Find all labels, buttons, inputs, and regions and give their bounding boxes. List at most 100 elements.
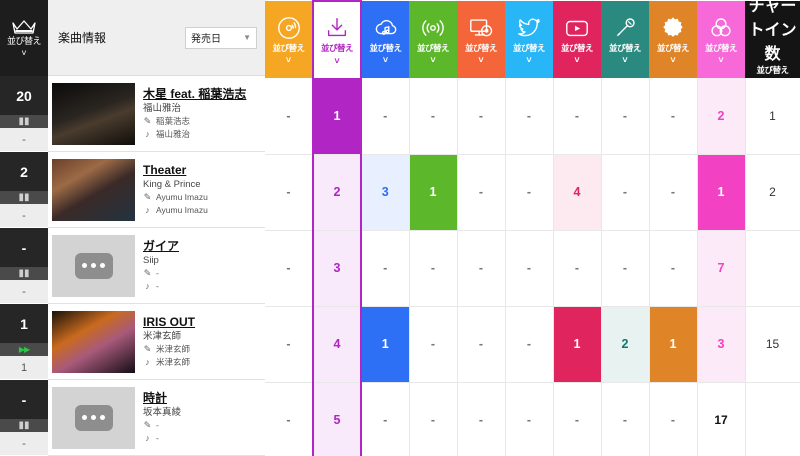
song-row[interactable]: ガイア Siip ✎ - ♪ - (48, 228, 265, 304)
column-header-cd[interactable]: 並び替え ˅ (265, 1, 313, 78)
chevron-down-icon[interactable]: ˅ (718, 55, 724, 66)
song-row[interactable]: 時計 坂本真綾 ✎ - ♪ - (48, 380, 265, 456)
metric-cell-download: 3 (312, 230, 362, 307)
metric-cell-pc: - (457, 78, 506, 155)
song-meta: IRIS OUT 米津玄師 ✎ 米津玄師 ♪ 米津玄師 (143, 315, 195, 369)
album-artwork (52, 310, 135, 373)
chevron-down-icon[interactable]: ˅ (478, 55, 484, 66)
broadcast-icon (420, 14, 446, 42)
trend-flat-icon: ▮▮ (0, 191, 48, 204)
metric-cell-twitter: - (505, 78, 554, 155)
column-header-streaming_cloud[interactable]: 並び替え ˅ (361, 1, 409, 78)
metric-cell-chartin: 1 (745, 78, 800, 155)
column-header-combined[interactable]: 並び替え ˅ (697, 1, 745, 78)
pencil-icon: ✎ (143, 419, 152, 430)
metric-cell-combined: 3 (697, 306, 746, 383)
song-row[interactable]: Theater King & Prince ✎ Ayumu Imazu ♪ Ayumu I… (48, 152, 265, 228)
sort-label: 並び替え (464, 42, 498, 53)
song-title-link[interactable]: IRIS OUT (143, 314, 196, 329)
sort-label: 並び替え (608, 42, 642, 53)
chevron-down-icon[interactable]: ˅ (21, 47, 27, 58)
song-row[interactable]: 木星 feat. 稲葉浩志 福山雅治 ✎ 稲葉浩志 ♪ 福山雅治 (48, 76, 265, 152)
composer-credit: ♪ - (143, 433, 181, 445)
column-header-youtube[interactable]: 並び替え ˅ (553, 1, 601, 78)
album-artwork (52, 82, 135, 145)
metric-cell-combined: 2 (697, 78, 746, 155)
rank-column-header[interactable]: 並び替え ˅ (0, 0, 48, 76)
metric-cell-download: 4 (312, 306, 362, 383)
artist-name: King & Prince (143, 178, 201, 190)
youtube-play-icon (564, 14, 590, 42)
no-image-icon (74, 252, 113, 279)
pencil-icon: ✎ (143, 115, 152, 126)
column-header-download[interactable]: 並び替え ˅ (312, 0, 362, 78)
sort-label: 並び替え (656, 42, 690, 53)
chevron-down-icon[interactable]: ˅ (622, 55, 628, 66)
metrics-header-row: 並び替え ˅ 並び替え ˅ 並び替え ˅ 並び替え ˅ 並び替え ˅ 並び替え ˅ 並び替え ˅ 並び替え ˅… (265, 0, 800, 87)
previous-rank: - (0, 432, 48, 456)
lyricist-credit: ✎ Ayumu Imazu (143, 192, 208, 204)
column-header-pc[interactable]: 並び替え ˅ (457, 1, 505, 78)
rank-cells: 20 ▮▮ -2 ▮▮ - - ▮▮ -1 ▶▶ 1- ▮▮ - (0, 76, 48, 456)
metric-cell-cd: - (265, 382, 314, 456)
column-header-karaoke[interactable]: 並び替え ˅ (601, 1, 649, 78)
rank-cell: 20 ▮▮ - (0, 76, 48, 152)
metric-cell-youtube: 1 (553, 306, 602, 383)
sort-label: 並び替え (704, 42, 738, 53)
song-title-link[interactable]: 時計 (143, 390, 168, 405)
composer-credit: ♪ 福山雅治 (143, 129, 246, 141)
column-header-radio[interactable]: 並び替え ˅ (409, 1, 457, 78)
rank-cell: - ▮▮ - (0, 228, 48, 304)
album-artwork (52, 158, 135, 221)
chevron-down-icon[interactable]: ˅ (334, 55, 340, 66)
chevron-down-icon[interactable]: ˅ (670, 55, 676, 66)
lyricist-name: - (156, 268, 159, 279)
chevron-down-icon[interactable]: ˅ (769, 77, 776, 88)
metric-cell-karaoke: - (601, 154, 650, 231)
metric-cell-radio: 1 (409, 154, 458, 231)
lyricist-credit: ✎ - (143, 420, 181, 432)
column-header-chartin[interactable]: チャートイン数 並び替え ˅ (745, 0, 800, 87)
metric-cell-streaming_cloud: 3 (361, 154, 410, 231)
metric-cell-karaoke: - (601, 230, 650, 307)
thumbnail-placeholder (52, 234, 135, 297)
venn-circles-icon (708, 14, 734, 42)
table-row: -3-------7 (265, 230, 800, 307)
sort-label: 並び替え (416, 42, 450, 53)
metric-cell-cd: - (265, 78, 314, 155)
metric-cell-karaoke: - (601, 78, 650, 155)
song-meta: 木星 feat. 稲葉浩志 福山雅治 ✎ 稲葉浩志 ♪ 福山雅治 (143, 87, 246, 141)
metric-cell-combined: 7 (697, 230, 746, 307)
music-note-icon: ♪ (145, 356, 150, 367)
song-title-link[interactable]: Theater (143, 162, 187, 177)
sort-label: 並び替え (560, 42, 594, 53)
trend-up-icon: ▶▶ (0, 343, 48, 356)
song-title-link[interactable]: 木星 feat. 稲葉浩志 (143, 86, 247, 101)
chevron-down-icon[interactable]: ˅ (574, 55, 580, 66)
sort-label: 並び替え (512, 42, 546, 53)
metric-cell-cd: - (265, 306, 314, 383)
sort-field-select[interactable]: 発売日 ▼ (185, 26, 257, 49)
composer-credit: ♪ 米津玄師 (143, 357, 195, 369)
chevron-down-icon[interactable]: ˅ (382, 55, 389, 66)
pencil-icon: ✎ (143, 343, 152, 354)
song-meta: 時計 坂本真綾 ✎ - ♪ - (143, 391, 181, 445)
microphone-icon (612, 14, 638, 42)
metric-cell-karaoke: - (601, 382, 650, 456)
song-title-link[interactable]: ガイア (143, 238, 180, 253)
current-rank: 20 (0, 76, 48, 115)
metric-cell-twitter: - (505, 306, 554, 383)
chevron-down-icon[interactable]: ˅ (526, 55, 532, 66)
song-row[interactable]: IRIS OUT 米津玄師 ✎ 米津玄師 ♪ 米津玄師 (48, 304, 265, 380)
chevron-down-icon[interactable]: ˅ (430, 55, 436, 66)
song-meta: ガイア Siip ✎ - ♪ - (143, 239, 179, 293)
column-header-stream[interactable]: 並び替え ˅ (649, 1, 697, 78)
metric-cell-pc: - (457, 306, 506, 383)
metric-cell-stream: - (649, 382, 698, 456)
column-header-twitter[interactable]: 並び替え ˅ (505, 1, 553, 78)
chevron-down-icon[interactable]: ˅ (285, 55, 292, 66)
previous-rank: - (0, 280, 48, 304)
sort-label: 並び替え (756, 64, 789, 75)
metric-cell-youtube: - (553, 382, 602, 456)
